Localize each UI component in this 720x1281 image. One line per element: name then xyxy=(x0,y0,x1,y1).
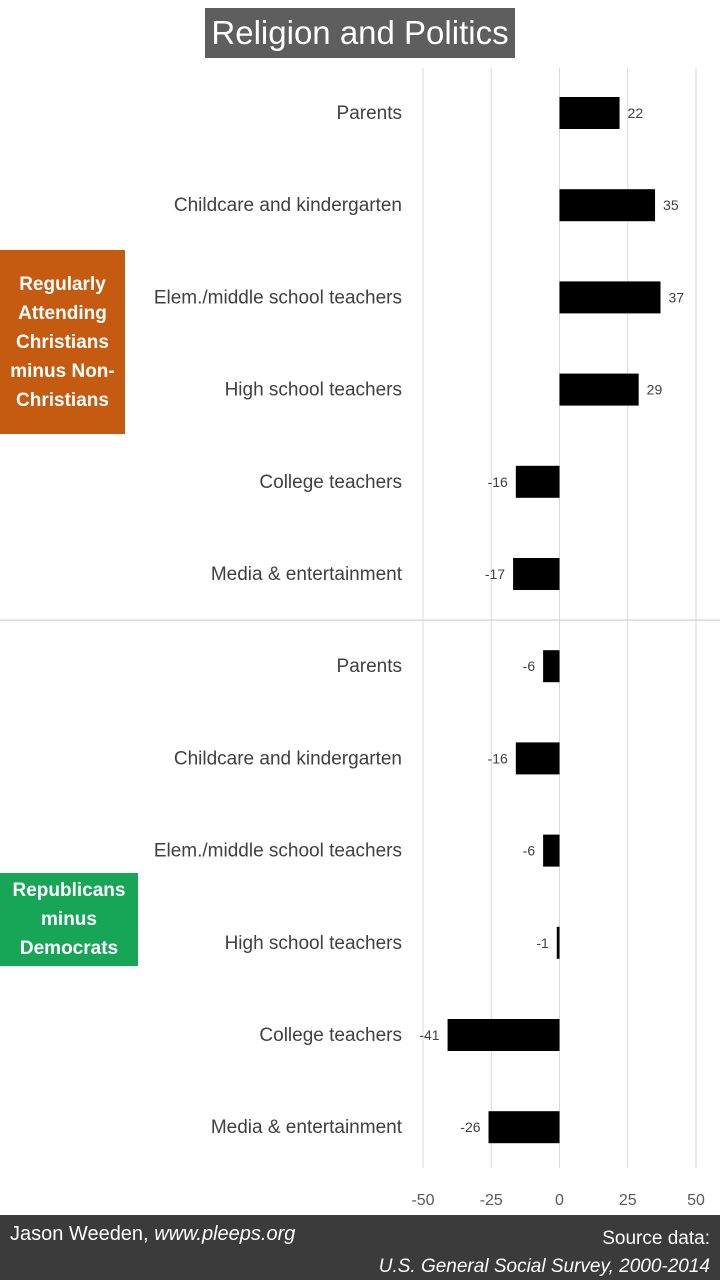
data-label: -1 xyxy=(536,935,549,951)
x-tick-label: 25 xyxy=(619,1192,637,1209)
x-tick-label: -25 xyxy=(480,1192,503,1209)
category-label: Parents xyxy=(337,656,402,677)
data-label: 22 xyxy=(628,105,644,121)
category-label: Media & entertainment xyxy=(211,1117,403,1138)
party-group-label: Republicans minus Democrats xyxy=(0,873,138,966)
source-line-1: Source data: xyxy=(602,1228,710,1249)
category-label: Childcare and kindergarten xyxy=(174,195,402,216)
bar xyxy=(513,558,560,590)
category-label: High school teachers xyxy=(225,933,402,954)
data-label: 29 xyxy=(647,382,663,398)
data-label: -41 xyxy=(419,1027,439,1043)
category-label: Elem./middle school teachers xyxy=(154,841,402,862)
bar xyxy=(447,1019,560,1051)
category-label: College teachers xyxy=(259,1025,402,1046)
author-name: Jason Weeden, xyxy=(10,1223,149,1245)
data-label: -26 xyxy=(460,1119,480,1135)
x-tick-label: 0 xyxy=(555,1192,564,1209)
religion-group-label: Regularly Attending Christians minus Non… xyxy=(0,250,125,434)
category-label: Childcare and kindergarten xyxy=(174,748,402,769)
x-tick-label: 50 xyxy=(687,1192,705,1209)
category-label: Parents xyxy=(337,103,402,124)
author-site: www.pleeps.org xyxy=(154,1223,296,1245)
bar xyxy=(543,834,560,867)
author-credit: Jason Weeden, www.pleeps.org xyxy=(10,1223,295,1246)
bar xyxy=(559,373,639,406)
bar xyxy=(515,465,560,498)
data-label: 37 xyxy=(669,289,685,305)
bar-chart: -50 -25 0 25 50 Parents 22 Childcare and kinder… xyxy=(0,68,720,1209)
bar xyxy=(543,650,560,683)
bar xyxy=(515,742,560,775)
bar xyxy=(559,97,620,129)
chart-title: Religion and Politics xyxy=(205,8,515,58)
x-tick-label: -50 xyxy=(411,1192,434,1209)
data-label: -17 xyxy=(485,566,505,582)
data-label: -6 xyxy=(523,843,536,859)
source-line-2: U.S. General Social Survey, 2000-2014 xyxy=(378,1256,710,1277)
category-label: Media & entertainment xyxy=(211,564,403,585)
footer: Jason Weeden, www.pleeps.org Source data… xyxy=(0,1215,720,1280)
category-label: Elem./middle school teachers xyxy=(154,287,402,308)
source-note: Source data: U.S. General Social Survey,… xyxy=(379,1225,710,1281)
bar xyxy=(488,1111,560,1144)
bar xyxy=(556,926,560,959)
category-label: High school teachers xyxy=(225,380,402,401)
bar xyxy=(559,189,656,222)
data-label: -6 xyxy=(523,658,536,674)
data-label: -16 xyxy=(488,750,508,766)
data-label: -16 xyxy=(488,474,508,490)
bar xyxy=(559,281,661,314)
category-label: College teachers xyxy=(259,472,402,493)
data-label: 35 xyxy=(663,197,679,213)
